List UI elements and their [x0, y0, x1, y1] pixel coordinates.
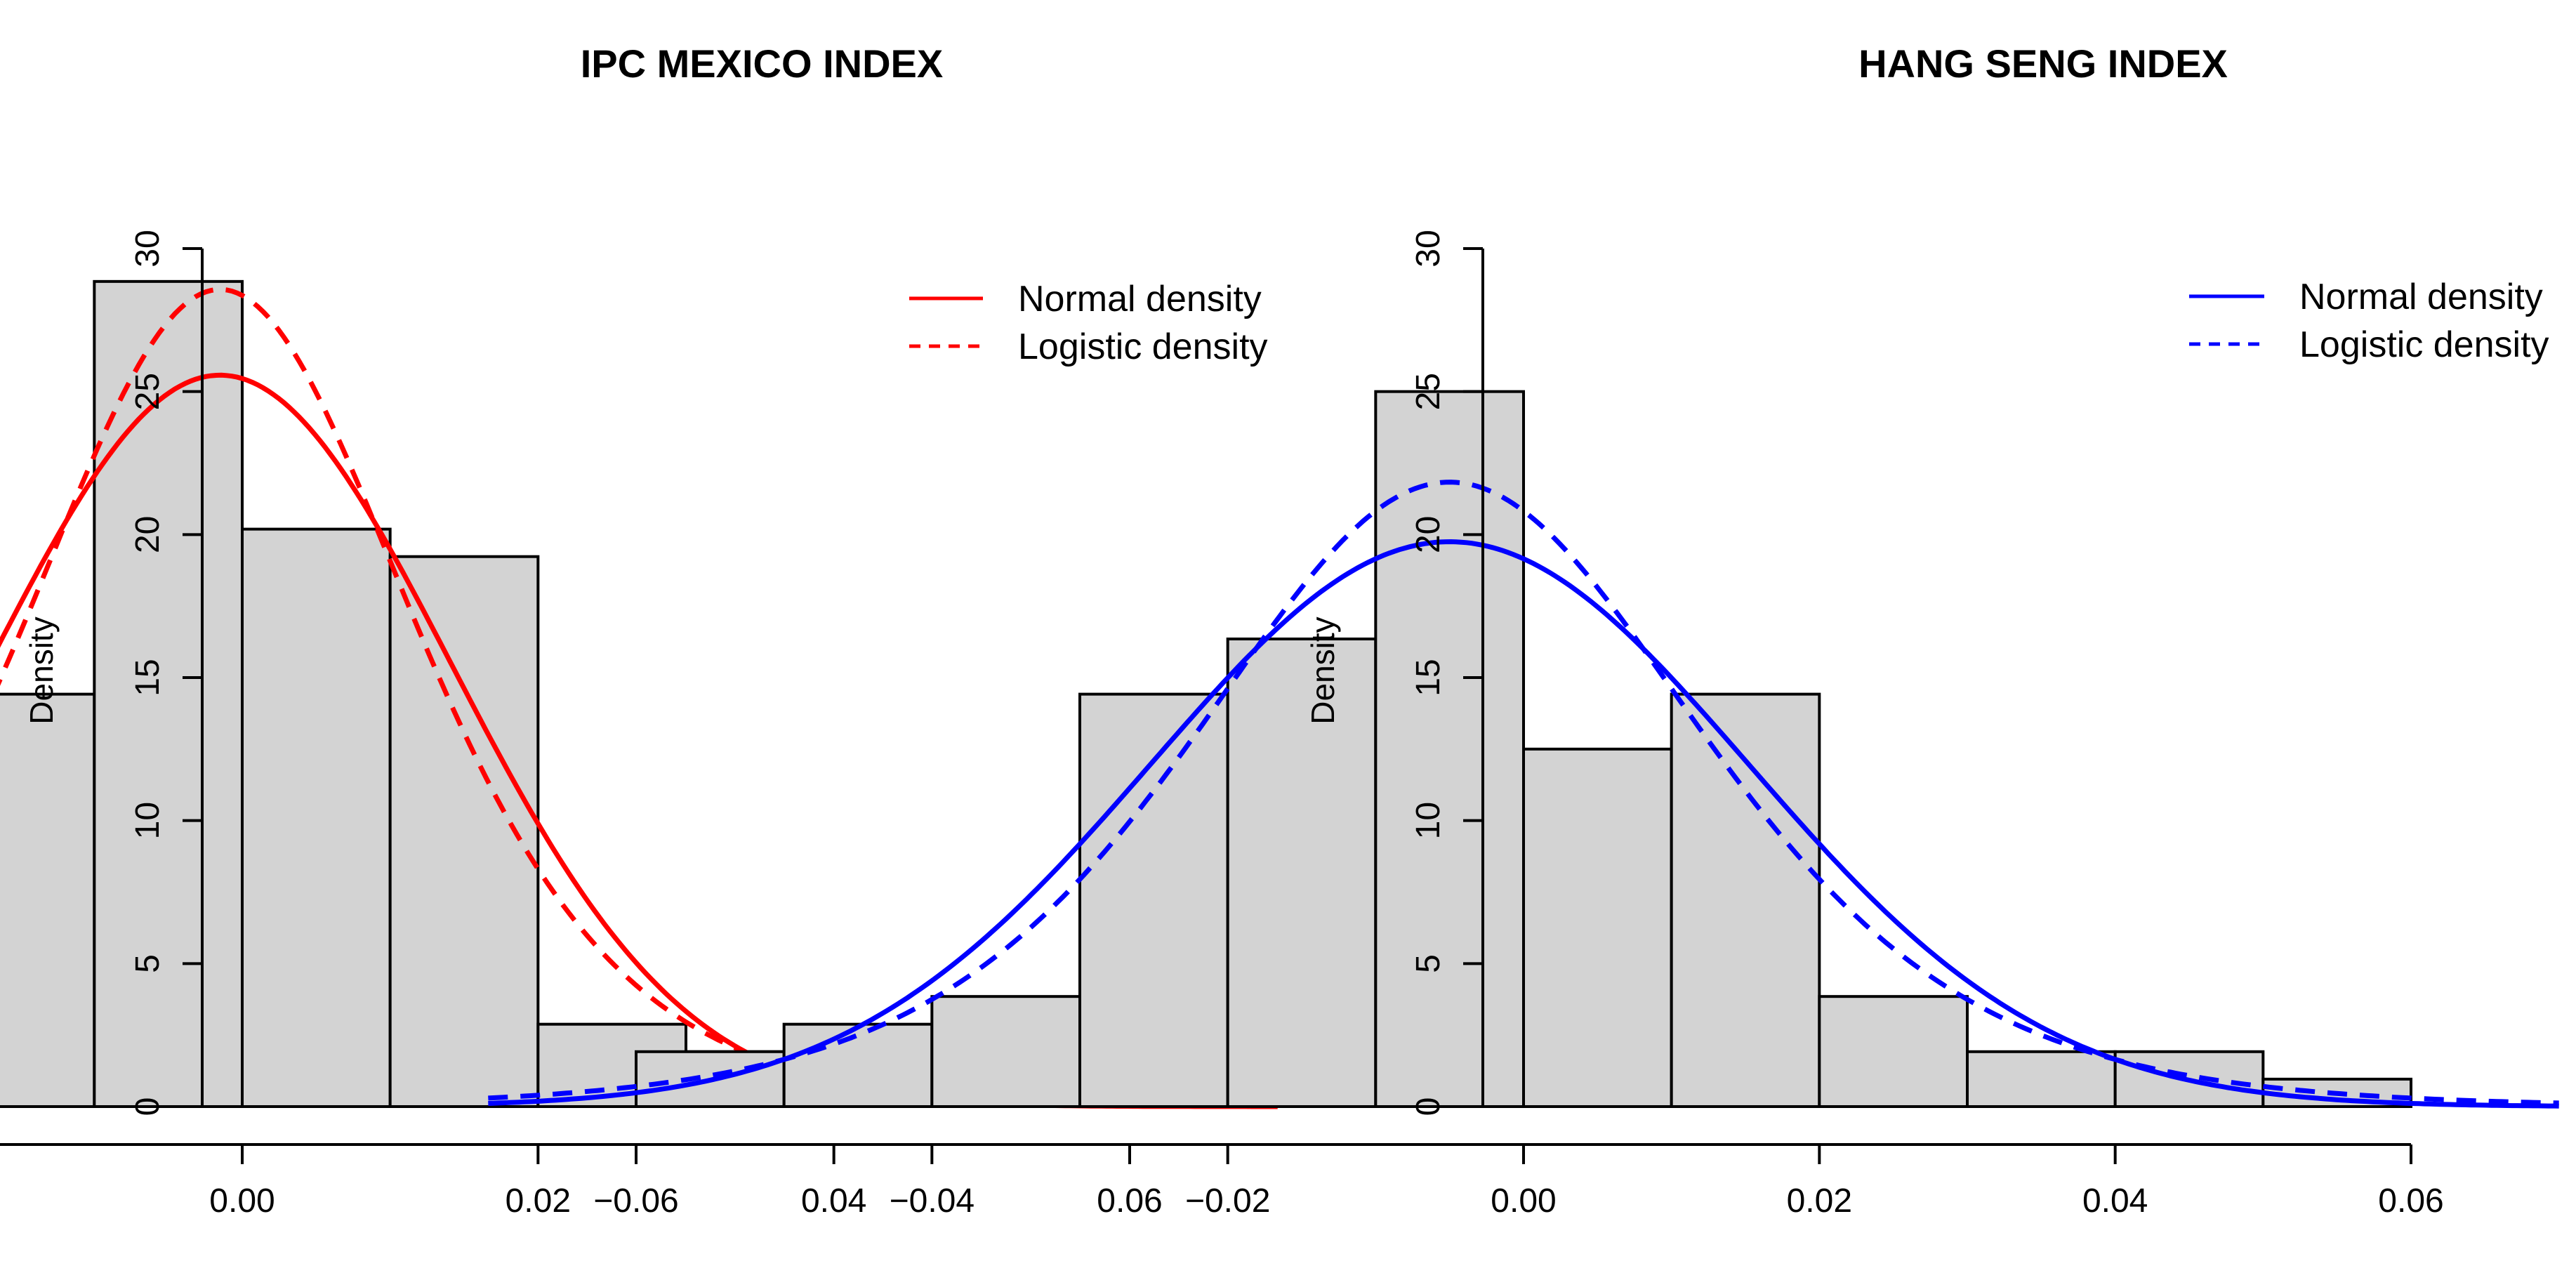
x-tick-label: 0.02	[1787, 1182, 1852, 1220]
x-tick-label: 0.00	[209, 1182, 275, 1220]
x-tick-label: 0.02	[506, 1182, 571, 1220]
histogram-bar	[1226, 638, 1378, 1108]
histogram-bar	[1522, 747, 1673, 1109]
histogram-bar	[1670, 692, 1821, 1108]
histogram-bars	[0, 279, 835, 1108]
x-tick-label: −0.06	[593, 1182, 678, 1220]
histogram-bar	[1966, 1050, 2117, 1108]
chart-panel-2: HANG SENG INDEX051015202530Density−0.06−…	[488, 41, 2559, 1220]
histogram-bar	[782, 1022, 934, 1108]
y-tick-label: 10	[1410, 802, 1447, 839]
y-tick-label: 0	[1410, 1097, 1447, 1116]
x-tick-label: 0.00	[1491, 1182, 1556, 1220]
chart-title: IPC MEXICO INDEX	[581, 41, 944, 86]
chart-title: HANG SENG INDEX	[1858, 41, 2228, 86]
x-axis: −0.06−0.04−0.020.000.020.040.06	[0, 1143, 1163, 1220]
y-tick-label: 15	[1410, 659, 1447, 696]
x-tick-label: 0.06	[2378, 1182, 2443, 1220]
x-axis: −0.06 −0.04 −0.02 0.00 0.02 0.04 0.06	[593, 1143, 2444, 1220]
y-tick-label: 15	[129, 659, 166, 696]
legend-label: Normal density	[2299, 277, 2543, 317]
y-tick-label: 0	[129, 1097, 166, 1116]
y-axis-label: Density	[1304, 616, 1341, 724]
legend: Normal density Logistic density	[2189, 277, 2549, 365]
x-tick-label: −0.04	[890, 1182, 975, 1220]
histogram-bar	[1078, 692, 1229, 1108]
y-tick-label: 20	[129, 516, 166, 553]
x-tick-label: 0.04	[2082, 1182, 2148, 1220]
y-tick-label: 30	[1410, 230, 1447, 267]
legend-label: Logistic density	[2299, 324, 2549, 365]
histogram-bars	[635, 390, 2412, 1109]
legend-label: Logistic density	[1018, 327, 1268, 367]
x-tick-label: −0.02	[1185, 1182, 1270, 1220]
histogram-bar	[0, 692, 96, 1108]
y-axis: 0 5 10 15 20 25 30	[129, 230, 204, 1116]
histogram-bar	[1818, 995, 1969, 1108]
legend: Normal density Logistic density	[909, 279, 1268, 367]
y-tick-label: 20	[1410, 516, 1447, 553]
y-tick-label: 5	[129, 954, 166, 973]
x-tick-label: 0.06	[1097, 1182, 1162, 1220]
y-axis: 0 5 10 15 20 25 30	[1410, 230, 1484, 1116]
y-axis-label: Density	[23, 616, 60, 724]
legend-label: Normal density	[1018, 279, 1262, 319]
y-tick-label: 10	[129, 802, 166, 839]
logistic-density-curve	[488, 480, 2559, 1106]
histogram-bar	[93, 279, 244, 1108]
y-tick-label: 5	[1410, 954, 1447, 973]
normal-density-curve	[488, 539, 2559, 1109]
y-tick-label: 30	[129, 230, 166, 267]
histogram-bar	[1374, 390, 1526, 1108]
y-tick-label: 25	[129, 373, 166, 410]
y-tick-label: 25	[1410, 373, 1447, 410]
x-tick-label: 0.04	[801, 1182, 866, 1220]
histogram-bar	[930, 995, 1082, 1108]
histogram-bar	[241, 527, 392, 1108]
